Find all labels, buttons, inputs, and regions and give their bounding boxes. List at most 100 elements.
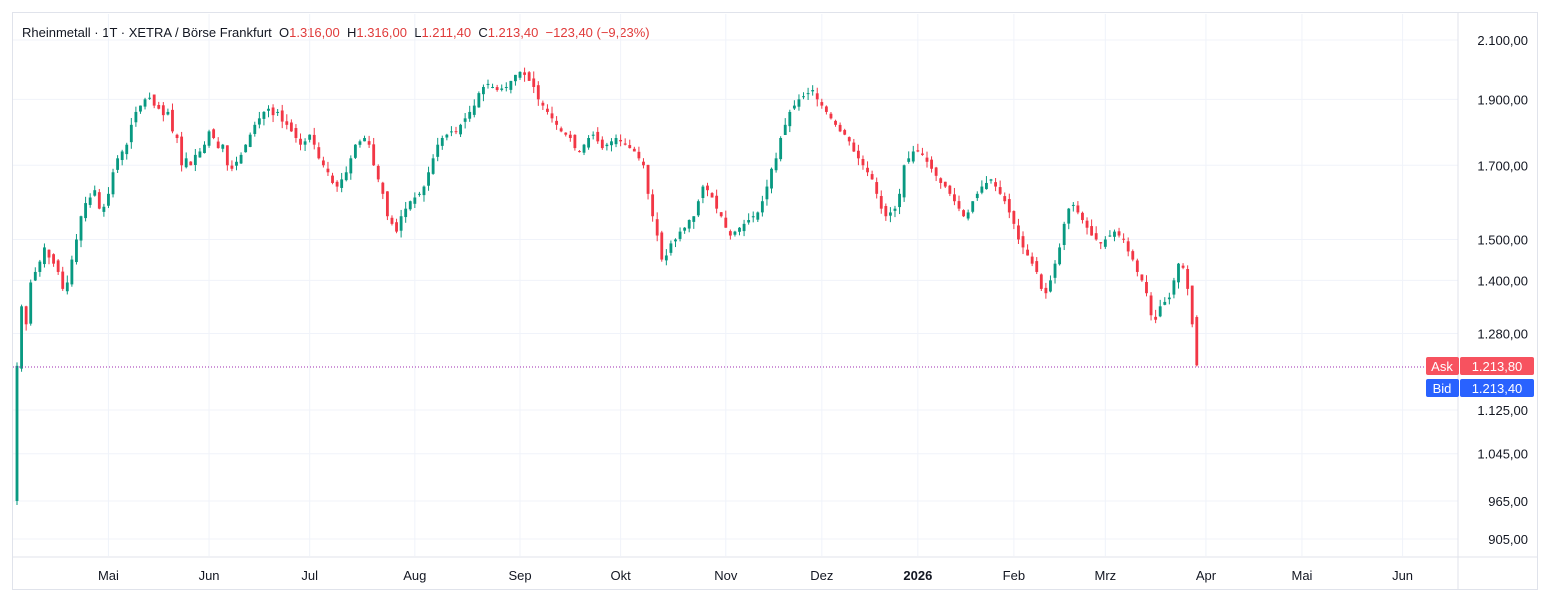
y-tick-label: 1.900,00 bbox=[1477, 92, 1528, 107]
candle-body bbox=[888, 212, 892, 216]
candle-body bbox=[514, 74, 517, 82]
candle-body bbox=[623, 143, 627, 145]
bid-tag: Bid 1.213,40 bbox=[1426, 379, 1534, 397]
time-axis[interactable]: Mai Jun Jul Aug Sep Okt Nov Dez 2026 Feb Mrz Apr Mai… bbox=[98, 568, 1413, 583]
candle bbox=[294, 124, 298, 143]
candle-body bbox=[536, 85, 540, 100]
symbol-name[interactable]: Rheinmetall bbox=[22, 25, 91, 40]
candle bbox=[1039, 273, 1043, 292]
candle-body bbox=[312, 134, 316, 145]
candle-body bbox=[532, 78, 536, 87]
candle bbox=[1090, 219, 1094, 236]
candle bbox=[710, 192, 714, 198]
candle bbox=[1012, 210, 1016, 230]
candle bbox=[962, 209, 965, 218]
candle-body bbox=[148, 97, 152, 99]
candle bbox=[774, 152, 778, 173]
candle-body bbox=[738, 227, 741, 232]
candle-body bbox=[207, 131, 211, 146]
candle bbox=[376, 164, 380, 183]
candle bbox=[957, 195, 961, 212]
candle bbox=[994, 178, 998, 192]
candle bbox=[1186, 265, 1190, 296]
candle-body bbox=[664, 255, 668, 261]
candle-body bbox=[966, 212, 970, 219]
candle bbox=[573, 134, 577, 151]
change-value: −123,40 (−9,23%) bbox=[545, 25, 650, 40]
candle-body bbox=[660, 232, 664, 260]
candle bbox=[1154, 309, 1158, 324]
candle bbox=[523, 67, 527, 82]
candle bbox=[847, 136, 851, 146]
candle-body bbox=[706, 185, 709, 191]
price-axis[interactable]: 2.100,00 1.900,00 1.700,00 1.500,00 1.400,00… bbox=[1477, 33, 1528, 547]
candle-body bbox=[417, 193, 421, 195]
candle bbox=[765, 179, 769, 206]
candle-body bbox=[468, 111, 472, 119]
candle-body bbox=[472, 105, 476, 115]
candle-body bbox=[527, 72, 531, 81]
candle-body bbox=[431, 158, 435, 174]
high-value: 1.316,00 bbox=[356, 25, 407, 40]
candle bbox=[340, 172, 344, 193]
candle bbox=[701, 184, 705, 204]
high-label: H bbox=[346, 25, 357, 40]
candle bbox=[504, 82, 508, 92]
candle bbox=[797, 94, 801, 111]
candle-body bbox=[692, 216, 696, 222]
candle bbox=[33, 267, 37, 282]
ask-tag-label: Ask bbox=[1431, 359, 1453, 374]
interval-label[interactable]: 1T bbox=[102, 25, 118, 40]
candle-body bbox=[134, 111, 138, 123]
candle bbox=[1021, 231, 1025, 255]
candle-body bbox=[459, 124, 462, 135]
candle bbox=[56, 259, 60, 275]
candle-body bbox=[843, 130, 847, 135]
candle bbox=[47, 249, 51, 265]
candle-body bbox=[806, 93, 810, 95]
candle bbox=[20, 304, 23, 372]
x-tick-label: Jul bbox=[301, 568, 318, 583]
candle-body bbox=[856, 150, 860, 159]
candle bbox=[1049, 275, 1052, 293]
candle-body bbox=[564, 132, 568, 135]
candle-body bbox=[321, 160, 325, 166]
candle-body bbox=[829, 113, 833, 119]
candle bbox=[1131, 249, 1135, 262]
candle-body bbox=[1149, 295, 1153, 316]
candle bbox=[706, 182, 709, 197]
candle bbox=[843, 128, 847, 136]
candle-body bbox=[500, 88, 504, 90]
candle bbox=[998, 180, 1002, 196]
candle bbox=[491, 83, 494, 89]
candle bbox=[655, 212, 659, 242]
candle bbox=[134, 106, 138, 127]
candle bbox=[596, 127, 600, 144]
candle-body bbox=[902, 165, 906, 198]
candle-body bbox=[445, 134, 449, 138]
candle-body bbox=[870, 174, 874, 180]
candle-body bbox=[24, 306, 28, 325]
candle-body bbox=[161, 105, 165, 116]
candle-body bbox=[38, 261, 42, 272]
candle bbox=[911, 145, 915, 164]
candle-body bbox=[568, 134, 572, 139]
candle bbox=[1149, 292, 1153, 321]
candle-body bbox=[1103, 239, 1107, 247]
candle bbox=[189, 161, 193, 166]
candle-body bbox=[1140, 274, 1144, 281]
candle-body bbox=[244, 144, 248, 153]
candle-body bbox=[65, 282, 69, 292]
candle-body bbox=[349, 158, 353, 174]
candle bbox=[449, 126, 453, 137]
y-tick-label: 1.500,00 bbox=[1477, 232, 1528, 247]
candle bbox=[619, 134, 623, 147]
bid-tag-value: 1.213,40 bbox=[1472, 381, 1523, 396]
candle bbox=[38, 259, 42, 277]
candle bbox=[1026, 244, 1030, 256]
candle bbox=[532, 71, 536, 94]
candle bbox=[111, 168, 115, 198]
candle-body bbox=[1099, 242, 1103, 244]
candle bbox=[605, 142, 609, 151]
